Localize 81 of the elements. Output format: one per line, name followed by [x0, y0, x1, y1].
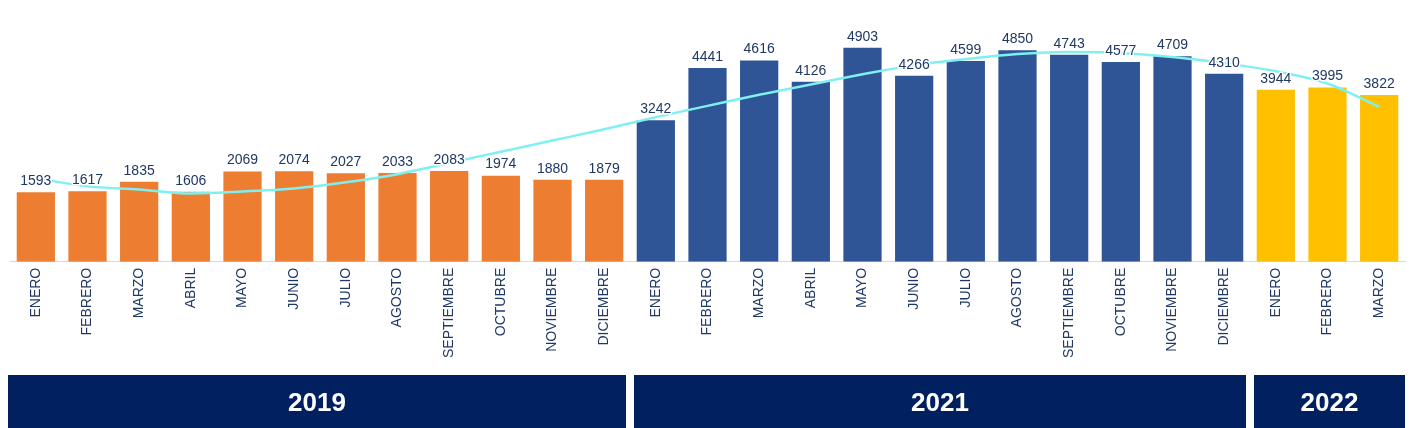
text: 2019	[288, 387, 346, 418]
data-label: 1617	[71, 171, 104, 188]
bar	[430, 170, 469, 262]
x-tick-label: MAYO	[233, 267, 250, 308]
data-label: 4616	[743, 40, 775, 57]
bar	[223, 171, 262, 262]
data-label: 4709	[1156, 36, 1189, 53]
x-tick-label: JULIO	[336, 267, 353, 308]
data-label: 4599	[950, 40, 982, 57]
data-label: 4850	[1001, 30, 1034, 47]
bar	[843, 47, 882, 262]
bar	[740, 60, 779, 262]
bar	[378, 173, 417, 262]
x-tick-label: AGOSTO	[388, 267, 405, 328]
bar	[1360, 95, 1399, 262]
data-label: 1879	[588, 159, 620, 176]
bar	[1256, 89, 1295, 262]
data-label: 3944	[1260, 69, 1292, 86]
x-tick-label: FEBRERO	[1318, 267, 1335, 336]
x-tick-label: JUNIO	[905, 267, 922, 310]
bar	[1205, 73, 1244, 262]
x-tick-label: FEBRERO	[78, 267, 95, 336]
bar	[636, 120, 675, 262]
bar	[120, 181, 159, 262]
bar	[791, 81, 830, 262]
bar	[533, 179, 572, 262]
x-tick-label: MAYO	[853, 267, 870, 308]
bar	[688, 68, 727, 262]
bar	[481, 175, 520, 262]
x-tick-label: ENERO	[26, 267, 43, 318]
data-label: 4126	[795, 61, 827, 78]
bar	[171, 191, 210, 262]
data-label: 1606	[175, 171, 207, 188]
data-label: 4743	[1053, 34, 1085, 51]
bar	[326, 173, 365, 262]
bar	[1101, 62, 1140, 262]
bar	[946, 61, 985, 262]
x-tick-label: AGOSTO	[1008, 267, 1025, 328]
data-label: 2027	[330, 153, 362, 170]
text: 2021	[911, 387, 969, 418]
x-tick-label: ABRIL	[181, 267, 198, 309]
x-tick-label: OCTUBRE	[1111, 267, 1128, 337]
data-label: 2083	[433, 150, 465, 167]
data-label: 1880	[536, 159, 569, 176]
x-tick-label: NOVIEMBRE	[1163, 267, 1180, 352]
x-tick-label: ENERO	[1266, 267, 1283, 318]
bar	[68, 191, 107, 262]
data-label: 1593	[20, 172, 52, 189]
data-label: 2033	[381, 152, 414, 169]
x-tick-label: JUNIO	[285, 267, 302, 310]
bar	[275, 171, 314, 262]
bar	[16, 192, 55, 262]
x-tick-label: MARZO	[1370, 267, 1387, 319]
bar	[1050, 54, 1089, 262]
text: 2022	[1300, 387, 1359, 418]
bar	[585, 179, 624, 262]
bar	[998, 50, 1037, 262]
x-tick-label: SEPTIEMBRE	[440, 267, 457, 359]
x-tick-label: JULIO	[956, 267, 973, 308]
x-tick-label: SEPTIEMBRE	[1060, 267, 1077, 359]
x-tick-label: MARZO	[130, 267, 147, 319]
bar	[895, 75, 934, 262]
data-label: 2069	[226, 151, 259, 168]
data-label: 3822	[1363, 74, 1395, 91]
data-label: 1835	[123, 161, 155, 178]
x-tick-label: ENERO	[646, 267, 663, 318]
x-tick-label: NOVIEMBRE	[543, 267, 560, 352]
data-label: 3995	[1311, 67, 1344, 84]
x-tick-label: DICIEMBRE	[1215, 267, 1232, 346]
data-label: 1974	[485, 155, 517, 172]
x-tick-label: OCTUBRE	[491, 267, 508, 337]
data-label: 3242	[640, 100, 672, 117]
bar	[1308, 87, 1347, 262]
data-label: 4441	[691, 47, 724, 64]
x-tick-label: DICIEMBRE	[595, 267, 612, 346]
bar	[1153, 56, 1192, 262]
data-label: 2074	[278, 151, 310, 168]
x-tick-label: FEBRERO	[698, 267, 715, 336]
x-tick-label: ABRIL	[801, 267, 818, 309]
x-tick-label: MARZO	[750, 267, 767, 319]
data-label: 4903	[846, 27, 879, 44]
